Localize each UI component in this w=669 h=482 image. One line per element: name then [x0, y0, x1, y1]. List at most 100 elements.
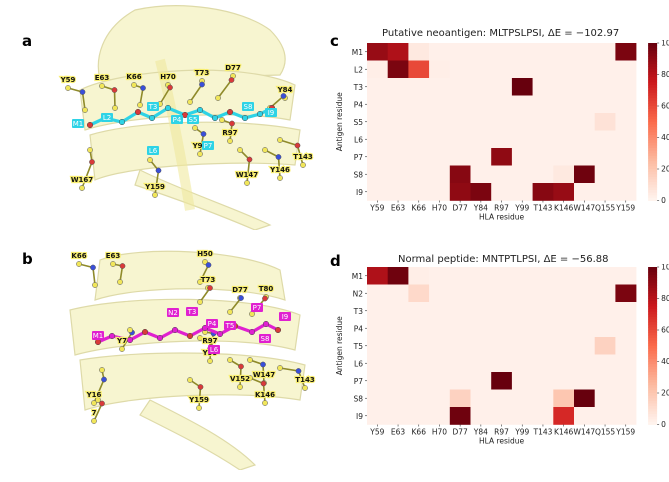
- heatmap-cell: [511, 78, 533, 96]
- peptide-residue-label: T3: [148, 103, 158, 111]
- colorbar-segment: [648, 290, 658, 294]
- heatmap-cell: [574, 372, 595, 390]
- heatmap-cell: [553, 78, 575, 96]
- colorbar-segment: [648, 295, 658, 299]
- heatmap-cell: [408, 389, 430, 408]
- atom: [244, 180, 250, 186]
- heatmap-cell: [449, 302, 471, 320]
- atom: [101, 376, 107, 383]
- x-tick-label: Y59: [369, 428, 384, 437]
- heatmap-cell: [429, 130, 451, 149]
- heatmap-cell: [429, 95, 451, 114]
- peptide-label-box: [72, 119, 84, 128]
- structure-image-b: K66E63H50T73D77T80Y7Y99R97V152W147K146T1…: [69, 249, 316, 470]
- colorbar-segment: [648, 322, 658, 326]
- colorbar-segment: [648, 340, 658, 344]
- panel-label-c: c: [330, 32, 339, 50]
- heatmap-cell: [511, 389, 533, 408]
- colorbar-segment: [648, 85, 658, 89]
- hla-residue-label: W147: [253, 371, 275, 379]
- colorbar-segment: [648, 64, 658, 68]
- heatmap-cell: [553, 284, 575, 303]
- heatmap-cell: [470, 60, 492, 79]
- heatmap-cell: [367, 183, 388, 201]
- colorbar-segment: [648, 127, 658, 131]
- atom: [79, 185, 85, 191]
- atom: [228, 77, 235, 83]
- heatmap-cell: [470, 372, 492, 390]
- hla-residue-label: D77: [232, 286, 248, 294]
- heatmap-cell: [594, 130, 616, 149]
- heatmap-cell: [511, 148, 533, 166]
- heatmap-cell: [511, 372, 533, 390]
- atom: [111, 87, 118, 93]
- heatmap-cell: [470, 284, 492, 303]
- atom: [249, 311, 255, 317]
- heatmap-cell: [408, 95, 430, 114]
- heatmap-cell: [429, 284, 451, 303]
- colorbar-segment: [648, 358, 658, 362]
- colorbar-segment: [648, 116, 658, 120]
- heatmap-cell: [594, 113, 616, 131]
- colorbar-segment: [648, 95, 658, 99]
- atom: [199, 81, 205, 88]
- colorbar-segment: [648, 113, 658, 117]
- atom: [262, 400, 268, 406]
- heatmap-cell: [594, 284, 616, 303]
- heatmap-cell: [615, 165, 637, 184]
- x-tick-label: K66: [412, 428, 427, 437]
- heatmap-cell: [449, 407, 471, 425]
- heatmap-cell: [408, 148, 430, 166]
- colorbar-segment: [648, 53, 658, 57]
- peptide-residue-label: P7: [204, 142, 213, 150]
- peptide-label-box: [167, 308, 179, 317]
- atom: [238, 295, 244, 301]
- heatmap-cell: [408, 372, 430, 390]
- heatmap-cell: [532, 43, 554, 61]
- heatmap-cell: [470, 407, 492, 425]
- x-tick-label: Y84: [473, 204, 488, 213]
- heatmap-cell: [470, 148, 492, 166]
- colorbar-segment: [648, 184, 658, 188]
- heatmap-cell: [367, 43, 388, 61]
- peptide-label-box: [186, 307, 198, 316]
- heatmap-cell: [470, 95, 492, 114]
- heatmap-cell: [387, 95, 409, 114]
- heatmap-cell: [429, 372, 451, 390]
- colorbar-segment: [648, 61, 658, 65]
- heatmap-cell: [429, 60, 451, 79]
- x-tick-label: Y59: [369, 204, 384, 213]
- heatmap-cell: [511, 43, 533, 61]
- colorbar-segment: [648, 414, 658, 418]
- x-axis-label: HLA residue: [479, 213, 525, 222]
- colorbar-segment: [648, 421, 658, 425]
- colorbar-segment: [648, 169, 658, 173]
- atom: [99, 400, 105, 407]
- heatmap-cell: [408, 354, 430, 373]
- x-tick-label: R97: [494, 204, 509, 213]
- heatmap-cell: [511, 60, 533, 79]
- colorbar-segment: [648, 92, 658, 96]
- heatmap-cell: [449, 183, 471, 201]
- atom: [260, 361, 266, 368]
- heatmap-cell: [367, 165, 388, 184]
- heatmap-cell: [387, 113, 409, 131]
- colorbar-segment: [648, 197, 658, 201]
- hla-residue-label: Y7: [116, 337, 127, 345]
- colorbar-segment: [648, 356, 658, 360]
- colorbar-segment: [648, 385, 658, 389]
- colorbar-segment: [648, 382, 658, 386]
- atom: [246, 156, 253, 163]
- colorbar-segment: [648, 309, 658, 313]
- x-tick-label: H70: [432, 204, 447, 213]
- heatmap-cell: [470, 389, 492, 408]
- heatmap-cell: [429, 407, 451, 425]
- colorbar-segment: [648, 119, 658, 123]
- atom: [300, 162, 306, 168]
- heatmap-cell: [449, 319, 471, 338]
- atom: [277, 137, 283, 143]
- heatmap-cell: [367, 267, 388, 285]
- heatmap-cell: [408, 284, 430, 303]
- colorbar-tick-label: 60: [661, 326, 669, 335]
